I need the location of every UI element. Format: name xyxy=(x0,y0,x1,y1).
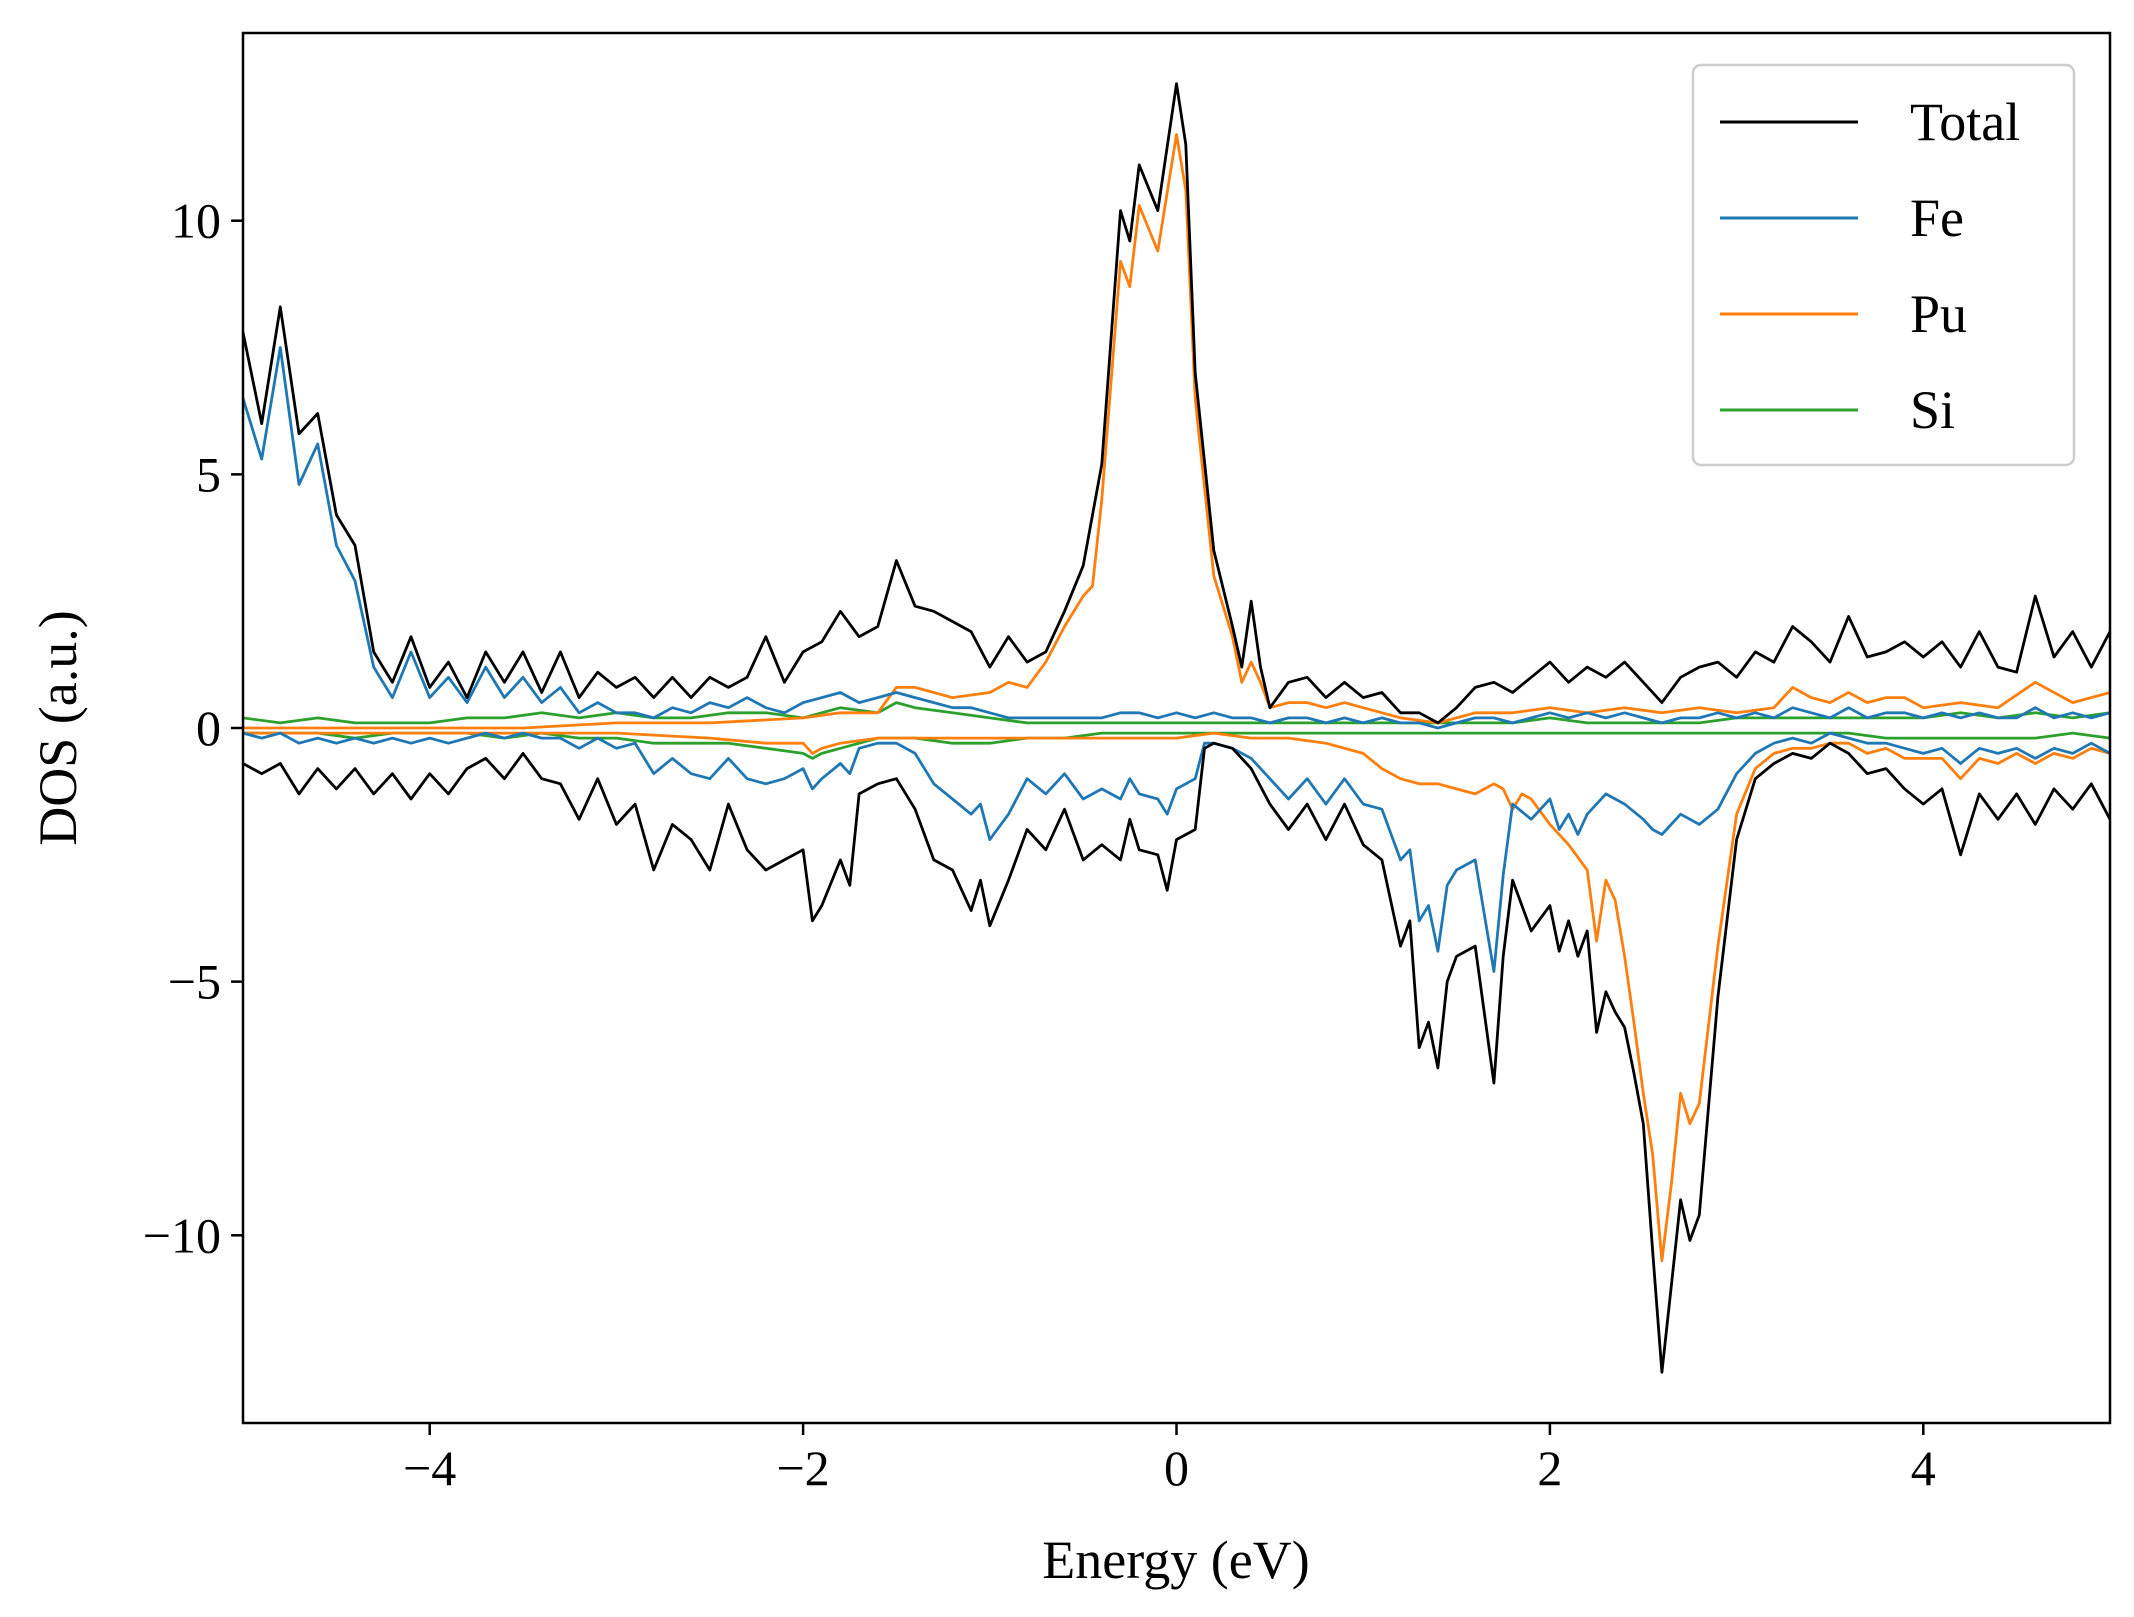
y-tick-label: 0 xyxy=(196,700,221,756)
x-axis-label: Energy (eV) xyxy=(1042,1530,1309,1590)
y-tick-label: −5 xyxy=(168,954,221,1010)
series-line-pu-up xyxy=(243,133,2111,730)
legend-label-fe: Fe xyxy=(1910,188,1964,248)
y-axis-ticks: −10 −5 0 5 10 xyxy=(143,193,243,1263)
series-line-si-up xyxy=(242,701,2111,725)
series-line-total-down xyxy=(242,741,2112,1374)
x-tick-label: −4 xyxy=(403,1440,456,1496)
y-axis-label: DOS (a.u.) xyxy=(28,610,88,845)
legend-label-total: Total xyxy=(1910,92,2020,152)
y-tick-label: −10 xyxy=(143,1207,221,1263)
legend-label-si: Si xyxy=(1910,380,1955,440)
series-line-total-up xyxy=(241,82,2112,725)
series-line-fe-down xyxy=(242,731,2111,973)
x-tick-label: −2 xyxy=(776,1440,829,1496)
plot-series xyxy=(241,82,2112,1374)
series-line-pu-down xyxy=(243,731,2111,1263)
legend-box xyxy=(1691,63,2076,467)
y-tick-label: 5 xyxy=(196,446,221,502)
x-axis-ticks: −4 −2 0 2 4 xyxy=(403,1423,1936,1496)
series-line-si-down xyxy=(243,731,2111,760)
y-tick-label: 10 xyxy=(171,193,221,249)
legend: Total Fe Pu Si xyxy=(1691,63,2076,467)
x-tick-label: 0 xyxy=(1164,1440,1189,1496)
series-line-fe-up xyxy=(241,346,2111,730)
x-tick-label: 4 xyxy=(1911,1440,1936,1496)
legend-label-pu: Pu xyxy=(1910,284,1967,344)
x-tick-label: 2 xyxy=(1537,1440,1562,1496)
